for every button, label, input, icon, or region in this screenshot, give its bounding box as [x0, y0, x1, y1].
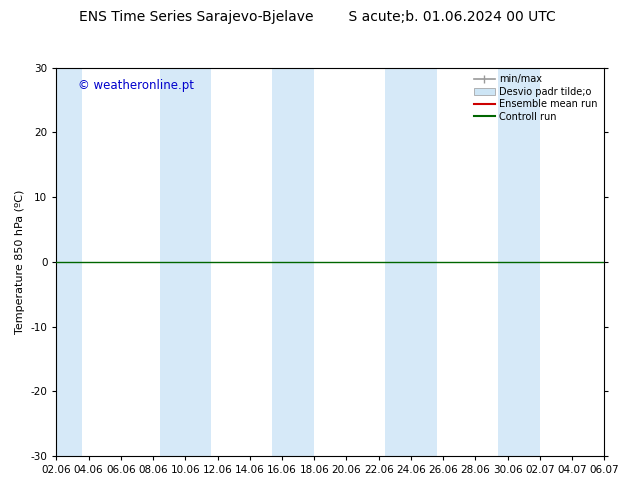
- Y-axis label: Temperature 850 hPa (ºC): Temperature 850 hPa (ºC): [15, 190, 25, 334]
- Bar: [273, 68, 314, 456]
- Bar: [498, 68, 540, 456]
- Bar: [385, 68, 437, 456]
- Bar: [41, 68, 82, 456]
- Legend: min/max, Desvio padr tilde;o, Ensemble mean run, Controll run: min/max, Desvio padr tilde;o, Ensemble m…: [472, 73, 599, 123]
- Text: © weatheronline.pt: © weatheronline.pt: [79, 79, 195, 92]
- Bar: [160, 68, 211, 456]
- Text: ENS Time Series Sarajevo-Bjelave        S acute;b. 01.06.2024 00 UTC: ENS Time Series Sarajevo-Bjelave S acute…: [79, 10, 555, 24]
